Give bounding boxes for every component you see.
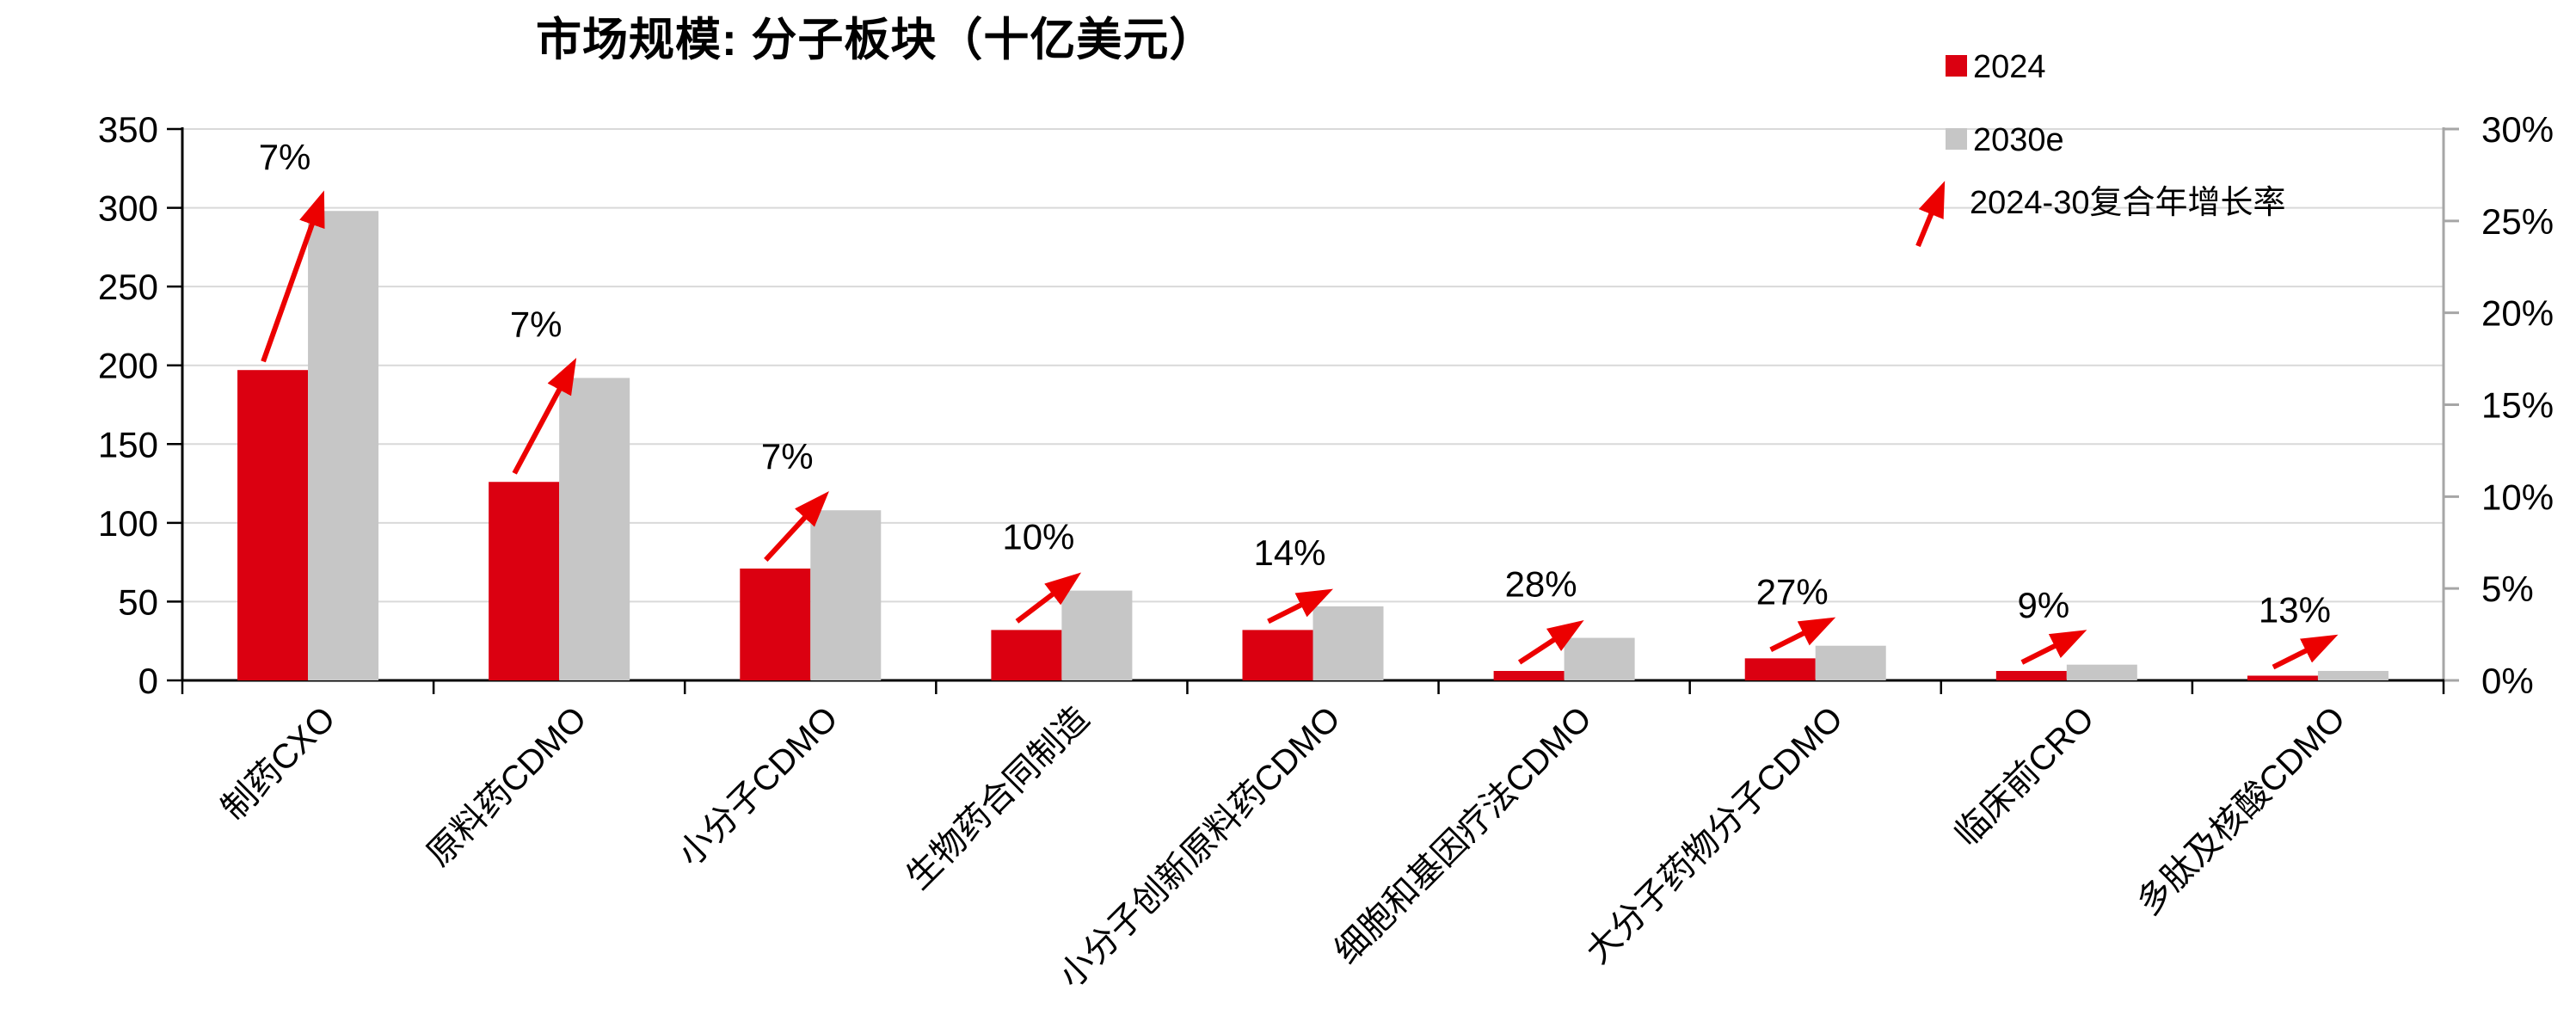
category-label: 细胞和基因疗法CDMO [1327,699,1599,971]
bar-2030e [1815,645,1886,680]
left-axis-tick-label: 50 [118,581,158,622]
left-axis-tick-label: 250 [98,267,158,307]
bar-2030e [810,510,882,680]
left-axis-tick-label: 350 [98,109,158,150]
left-axis-tick-label: 100 [98,503,158,544]
legend-label-cagr: 2024-30复合年增长率 [1970,185,2286,221]
bar-2030e [2317,671,2388,680]
cagr-label: 13% [2259,590,2331,631]
cagr-label: 9% [2017,585,2069,625]
cagr-label: 7% [510,304,563,344]
bar-2030e [559,378,630,680]
cagr-arrow [1517,619,1584,665]
bar-2024 [991,630,1062,680]
bar-2024 [489,482,560,680]
bar-2030e [308,211,379,681]
bar-2030e [1061,590,1133,680]
cagr-label: 28% [1505,564,1577,605]
category-label: 生物药合同制造 [900,699,1097,896]
category-label: 制药CXO [214,699,342,827]
chart-title: 市场规模: 分子板块（十亿美元） [536,15,1216,65]
cagr-arrow [1267,588,1334,624]
cagr-label: 7% [259,137,311,177]
category-label: 大分子药物分子CDMO [1579,699,1851,971]
bar-2024 [237,370,309,680]
cagr-label: 27% [1756,572,1829,612]
left-axis-tick-label: 200 [98,346,158,386]
right-axis-tick-label: 10% [2481,477,2554,517]
bar-2024 [740,568,811,680]
category-label: 原料药CDMO [420,699,593,873]
category-label: 多肽及核酸CDMO [2130,699,2352,922]
right-axis-tick-label: 15% [2481,385,2554,426]
category-label: 小分子创新原料药CDMO [1052,699,1348,995]
cagr-arrow [2272,634,2339,670]
cagr-arrow-icon [1915,181,1946,248]
bar-2024 [1493,671,1565,680]
legend-label-2024: 2024 [1973,49,2046,85]
right-axis-tick-label: 0% [2481,661,2534,701]
right-axis-tick-label: 25% [2481,201,2554,242]
bar-2024 [2247,675,2318,680]
right-axis-tick-label: 20% [2481,293,2554,334]
bar-2024 [1995,671,2067,680]
cagr-label: 14% [1253,532,1325,573]
cagr-arrow [1015,572,1082,624]
bar-2030e [1564,637,1635,680]
cagr-arrow [2020,630,2087,665]
left-axis-tick-label: 150 [98,424,158,464]
left-axis-tick-label: 0 [138,661,158,701]
right-axis-tick-label: 30% [2481,109,2554,150]
cagr-label: 10% [1002,517,1074,557]
left-axis-tick-label: 300 [98,188,158,229]
cagr-arrow [764,491,829,563]
legend-label-2030e: 2030e [1973,122,2064,158]
legend-2030e-square-icon [1946,128,1967,150]
category-label: 临床前CRO [1947,699,2101,853]
cagr-label: 7% [761,436,814,477]
bar-2024 [1242,630,1313,680]
cagr-arrow [1769,617,1836,653]
legend-2024-square-icon [1946,55,1967,77]
cagr-arrow [512,357,577,475]
bar-2024 [1744,658,1816,680]
cagr-arrow-line [1915,181,1946,248]
right-axis-tick-label: 5% [2481,569,2534,609]
category-label: 小分子CDMO [671,699,845,873]
bar-2030e [1313,606,1384,680]
bar-2030e [2066,664,2137,680]
cagr-arrow [261,190,325,363]
